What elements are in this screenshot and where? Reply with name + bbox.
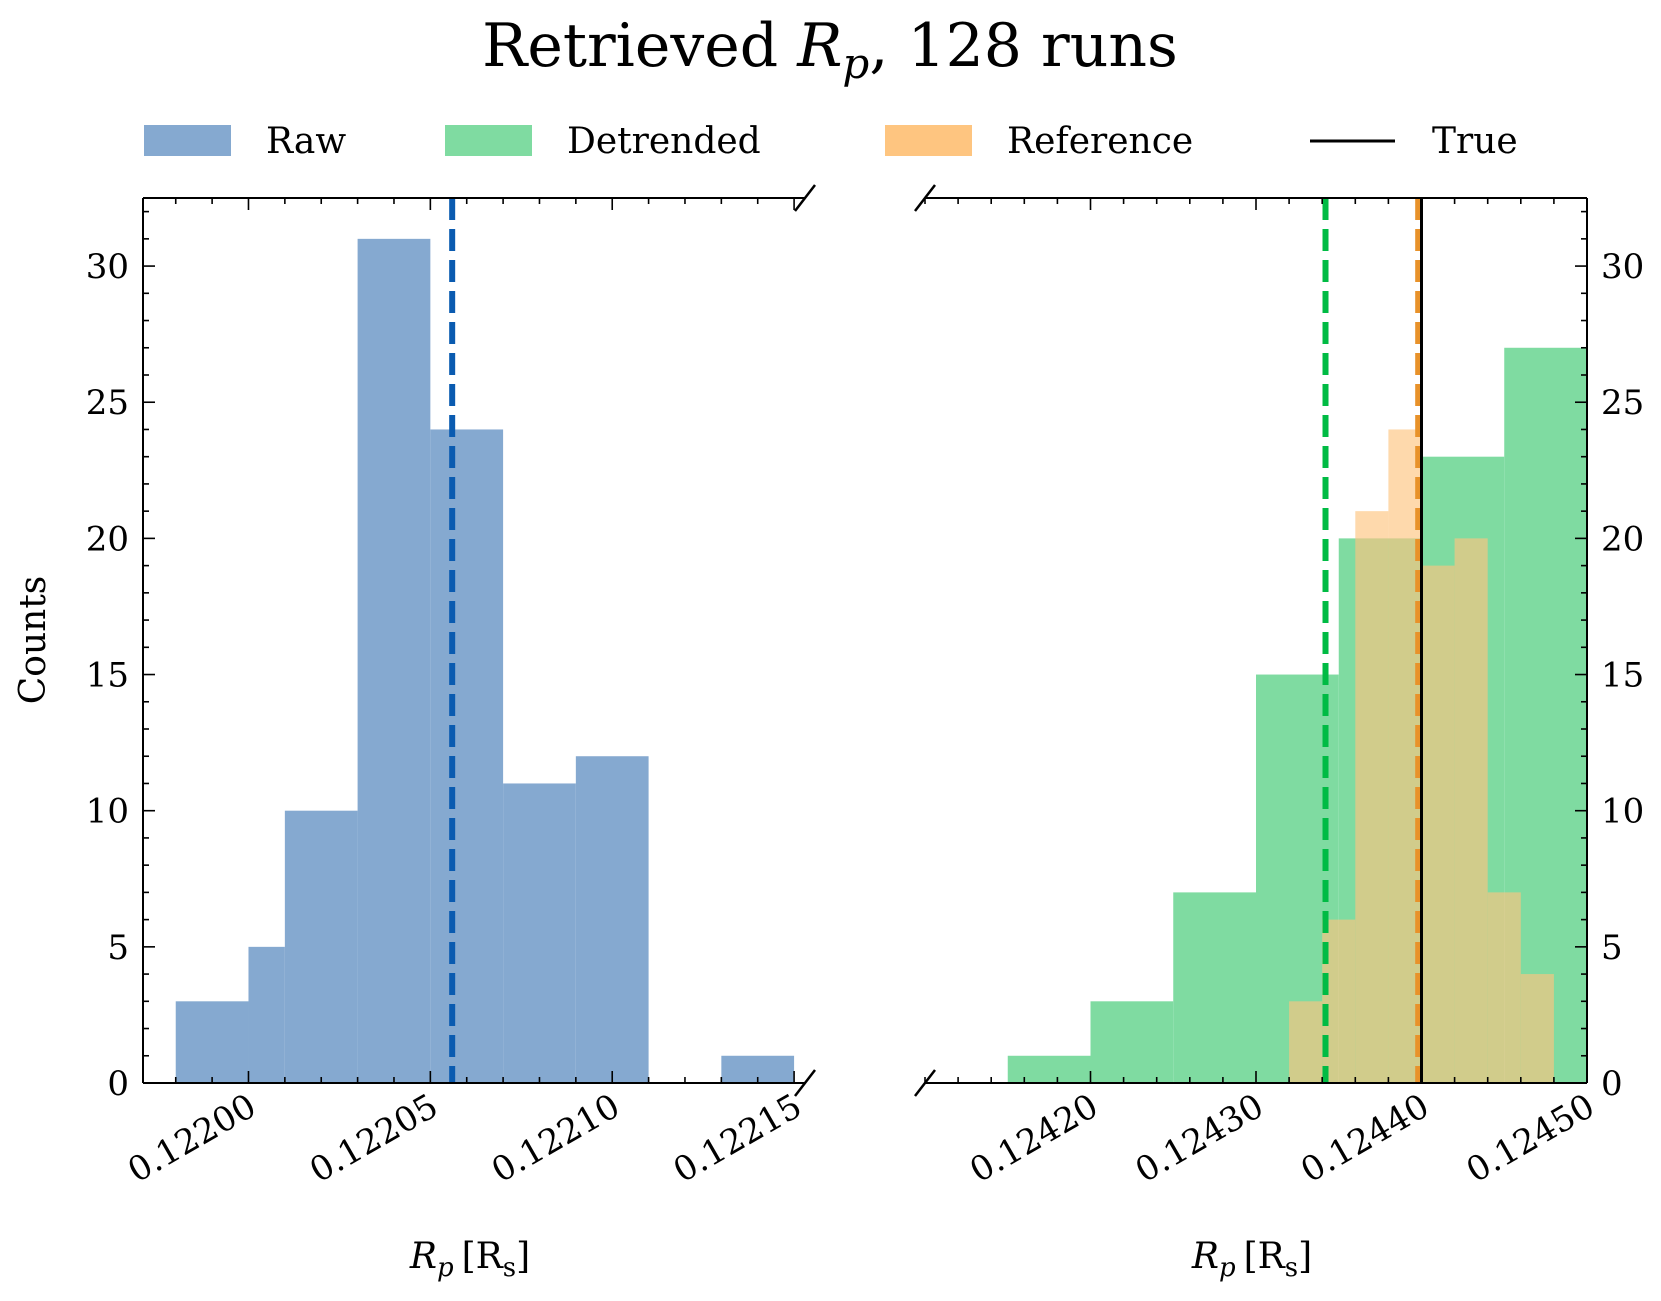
- title-suffix: , 128 runs: [869, 11, 1178, 81]
- y-tick-label-left-2: 10: [86, 792, 129, 832]
- legend-label-raw: Raw: [266, 121, 346, 162]
- y-tick-label-left-1: 5: [107, 928, 129, 968]
- break-mark-left-bottom: [794, 1069, 816, 1097]
- x-tick-label-left-0: 0.12200: [121, 1086, 263, 1191]
- bar-raw-5: [503, 783, 576, 1083]
- x-axis-label-right: Rp [Rs]: [1191, 1236, 1312, 1283]
- y-tick-label-right-1: 5: [1601, 928, 1623, 968]
- x-tick-label-right-0: 0.12420: [963, 1086, 1105, 1191]
- y-tick-label-right-6: 30: [1601, 247, 1644, 287]
- legend-swatch-reference: [885, 125, 972, 156]
- y-tick-label-left-3: 15: [86, 656, 129, 696]
- x-tick-label-right-1: 0.12430: [1129, 1086, 1271, 1191]
- x-axis-label-left: Rp [Rs]: [409, 1236, 530, 1283]
- y-tick-label-left-0: 0: [107, 1064, 129, 1104]
- y-tick-label-right-5: 25: [1601, 383, 1644, 423]
- bar-reference-6: [1487, 892, 1521, 1083]
- legend: Raw Detrended Reference True: [144, 121, 1518, 162]
- bar-raw-0: [175, 1001, 249, 1083]
- bar-reference-0: [1289, 1001, 1323, 1083]
- legend-swatch-detrended: [445, 125, 532, 156]
- bar-detrended-0: [1007, 1055, 1091, 1083]
- title-symbol: R: [796, 11, 842, 81]
- x-tick-label-right-3: 0.12450: [1460, 1086, 1602, 1191]
- bar-raw-4: [430, 429, 504, 1083]
- legend-label-detrended: Detrended: [567, 121, 761, 162]
- x-tick-label-left-1: 0.12205: [303, 1086, 445, 1191]
- y-tick-label-right-4: 20: [1601, 519, 1644, 559]
- legend-swatch-raw: [144, 125, 231, 156]
- panel-left: 0.12200 0.12205 0.12210 0.12215 0 5 10 15 20 25 30: [86, 184, 816, 1191]
- title-prefix: Retrieved: [482, 11, 797, 81]
- bar-reference-7: [1520, 974, 1554, 1083]
- y-tick-label-left-5: 25: [86, 383, 129, 423]
- x-tick-label-right-2: 0.12440: [1294, 1086, 1436, 1191]
- y-tick-label-right-2: 10: [1601, 792, 1644, 832]
- x-tick-label-left-3: 0.12215: [667, 1086, 809, 1191]
- y-tick-label-right-3: 15: [1601, 656, 1644, 696]
- plot-area-right: [1007, 198, 1587, 1083]
- bar-detrended-1: [1090, 1001, 1174, 1083]
- legend-label-true: True: [1432, 121, 1518, 162]
- bar-reference-5: [1454, 538, 1488, 1083]
- chart-title: Retrieved Rp, 128 runs: [482, 11, 1178, 88]
- title-symbol-sub: p: [842, 39, 869, 88]
- bar-raw-6: [575, 756, 649, 1083]
- y-tick-label-right-0: 0: [1601, 1064, 1623, 1104]
- y-tick-label-left-4: 20: [86, 519, 129, 559]
- bar-raw-3: [357, 238, 431, 1083]
- y-tick-label-left-6: 30: [86, 247, 129, 287]
- legend-label-reference: Reference: [1007, 121, 1193, 162]
- x-tick-label-left-2: 0.12210: [485, 1086, 627, 1191]
- bar-reference-4: [1421, 565, 1455, 1083]
- break-mark-left-top: [794, 184, 816, 212]
- y-axis-label: Counts: [13, 576, 54, 705]
- bar-detrended-2: [1173, 892, 1256, 1083]
- bar-raw-1: [248, 946, 285, 1083]
- plot-area-left: [175, 198, 795, 1083]
- bar-raw-2: [284, 810, 358, 1083]
- bar-reference-2: [1355, 511, 1389, 1083]
